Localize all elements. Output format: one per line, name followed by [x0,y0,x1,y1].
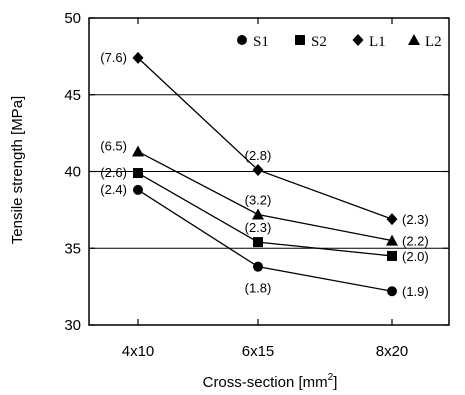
y-axis-ticks: 30 35 40 45 50 [64,10,449,334]
y-tick-label: 35 [64,240,81,257]
data-label-s1: (1.9) [402,284,429,299]
data-labels: (2.4) (1.8) (1.9) (2.6) (2.3) (2.0) (7.6) (2.8)… [100,50,428,299]
series-lines [137,57,393,292]
data-label-s2: (2.3) [245,220,272,235]
marker-s1-circle [253,261,263,272]
y-axis-label: Tensile strength [MPa] [9,96,26,244]
series-markers [132,51,398,297]
marker-l2-triangle [252,208,264,220]
marker-s1-circle [133,184,143,195]
data-label-l2: (2.2) [402,234,429,249]
y-tick-label: 30 [64,317,81,334]
x-axis-label-text: Cross-section [mm [203,374,328,391]
data-label-s2: (2.0) [402,249,429,264]
legend-marker-l1 [352,34,364,46]
y-tick-label: 40 [64,164,81,181]
data-label-s1: (2.4) [100,182,127,197]
x-tick-label: 4x10 [122,343,155,360]
marker-l1-diamond [132,51,144,64]
data-label-l1: (2.8) [245,148,272,163]
marker-s2-square [253,237,263,248]
x-axis-ticks: 4x10 6x15 8x20 [122,18,409,360]
marker-s1-circle [387,286,397,297]
marker-l1-diamond [386,213,398,226]
x-axis-label: Cross-section [mm2] [203,372,338,391]
legend-label-l2: L2 [425,34,442,50]
data-label-s1: (1.8) [245,281,272,296]
grid-lines [89,94,449,249]
legend-marker-s1 [237,35,247,45]
marker-s2-square [133,168,143,179]
legend-label-s2: S2 [311,34,327,50]
data-label-l1: (7.6) [100,50,127,65]
data-label-l2: (3.2) [245,192,272,207]
y-tick-label: 45 [64,87,81,104]
data-label-l2: (6.5) [100,139,127,154]
legend-marker-s2 [295,35,305,45]
legend: S1 S2 L1 L2 [237,34,442,50]
marker-l2-triangle [386,234,398,246]
marker-l2-triangle [132,145,144,157]
x-axis-label-suffix: ] [333,374,337,391]
legend-marker-l2 [408,34,420,45]
data-label-s2: (2.6) [100,165,127,180]
x-axis-label-superscript: 2 [328,372,334,383]
x-tick-label: 8x20 [376,343,409,360]
legend-label-s1: S1 [253,34,269,50]
y-tick-label: 50 [64,10,81,27]
legend-label-l1: L1 [369,34,386,50]
marker-s2-square [387,250,397,261]
x-tick-label: 6x15 [242,343,275,360]
marker-l1-diamond [252,163,264,176]
data-label-l1: (2.3) [402,212,429,227]
